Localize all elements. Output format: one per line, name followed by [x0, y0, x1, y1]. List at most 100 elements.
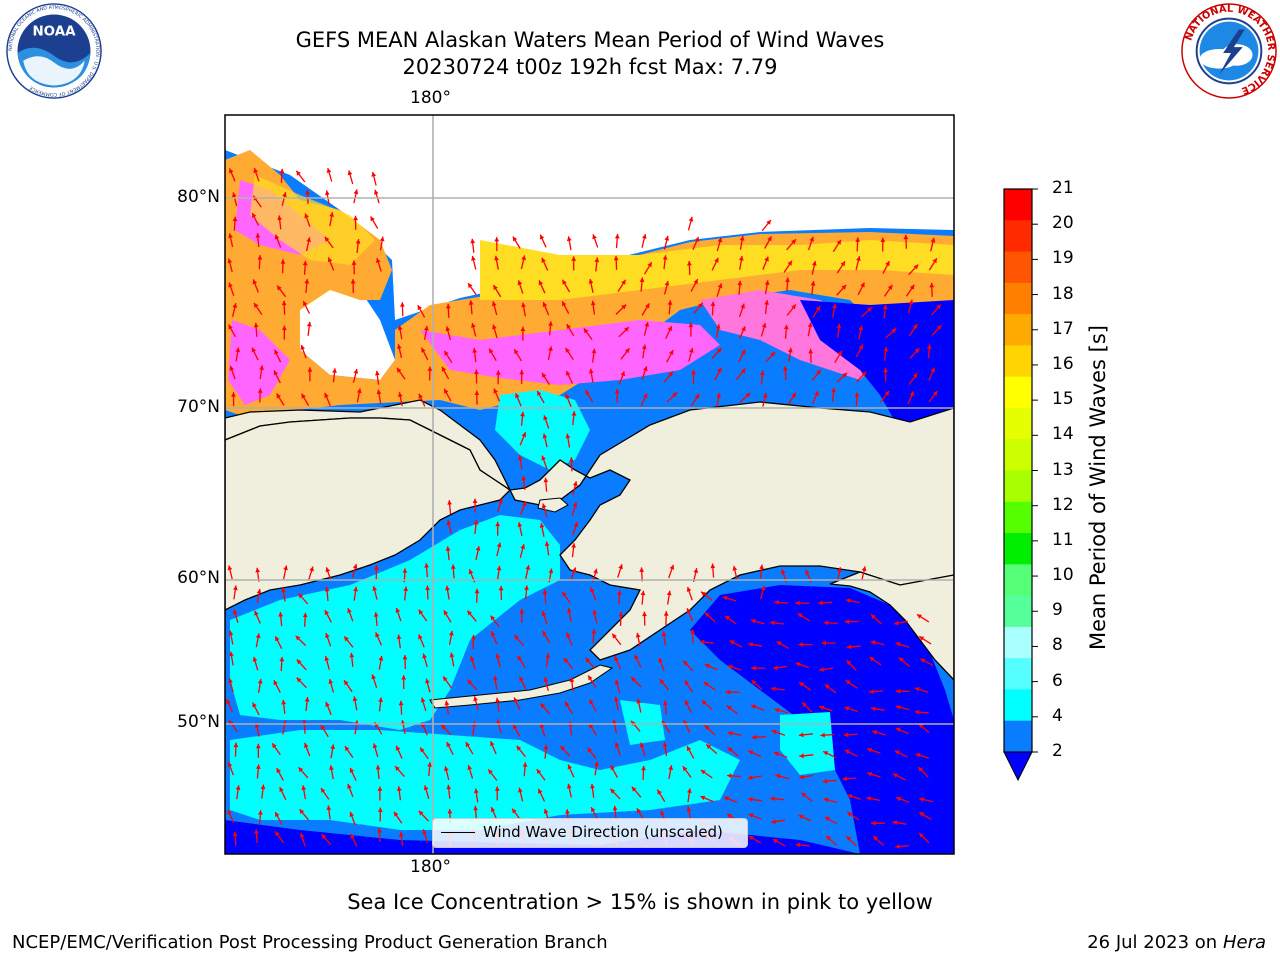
wind-wave-arrowhead: [919, 833, 924, 838]
wind-wave-arrowhead: [443, 610, 449, 616]
wind-wave-arrowhead: [687, 261, 692, 266]
wind-wave-arrowhead: [520, 411, 525, 417]
wind-wave-arrowhead: [919, 797, 924, 802]
wind-wave-arrowhead: [376, 389, 382, 395]
wind-wave-arrowhead: [854, 392, 860, 397]
wind-wave-arrowhead: [936, 304, 941, 310]
wind-wave-arrowhead: [799, 753, 804, 759]
wind-wave-arrowhead: [258, 810, 263, 815]
wind-wave-arrowhead: [661, 631, 667, 637]
wind-wave-arrowhead: [299, 832, 305, 838]
wind-wave-arrowhead: [614, 233, 620, 239]
island: [537, 497, 569, 513]
wind-wave-arrowhead: [741, 326, 746, 332]
wind-wave-arrowhead: [571, 567, 577, 573]
wind-wave-arrowhead: [669, 350, 674, 355]
wind-wave-arrowhead: [397, 344, 402, 349]
latitude-label-60: 60°N: [177, 568, 220, 588]
wind-wave-arrowhead: [914, 709, 920, 715]
wind-wave-arrowhead: [491, 301, 497, 307]
wind-wave-arrowhead: [379, 236, 385, 242]
wind-wave-arrowhead: [590, 300, 596, 306]
wind-wave-arrowhead: [352, 564, 358, 569]
wind-wave-arrowhead: [474, 390, 480, 395]
wind-wave-arrowhead: [495, 370, 501, 375]
wind-wave-arrowhead: [588, 368, 594, 374]
wind-wave-arrowhead: [470, 656, 475, 662]
wind-wave-arrowhead: [699, 639, 705, 645]
wind-wave-arrowhead: [375, 370, 380, 376]
wind-wave-arrowhead: [807, 322, 813, 328]
wind-wave-arrowhead: [545, 653, 551, 658]
wind-wave-arrowhead: [688, 216, 694, 222]
wind-wave-arrowhead: [445, 303, 451, 309]
wind-wave-arrowhead: [795, 662, 801, 667]
wind-wave-arrowhead: [822, 778, 828, 784]
wind-wave-arrowhead: [378, 655, 384, 661]
noaa-logo-text: NOAA: [32, 25, 76, 40]
wind-wave-arrowhead: [273, 680, 278, 686]
wind-wave-arrowhead: [913, 264, 919, 270]
wind-wave-arrowhead: [538, 280, 544, 286]
wind-wave-arrowhead: [347, 783, 352, 789]
wind-wave-arrowhead: [472, 498, 478, 503]
wind-wave-arrowhead: [642, 611, 647, 617]
wind-wave-arrowhead: [227, 810, 232, 815]
wind-wave-arrowhead: [826, 835, 831, 841]
wind-wave-arrowhead: [251, 347, 257, 353]
sea-ice-note: Sea Ice Concentration > 15% is shown in …: [347, 890, 933, 914]
wind-wave-arrowhead: [572, 481, 578, 487]
colorbar-tick-label: 14: [1052, 424, 1074, 445]
wind-wave-arrowhead: [770, 796, 775, 802]
wind-wave-arrowhead: [716, 348, 722, 353]
wind-wave-arrowhead: [842, 776, 847, 782]
wind-wave-arrowhead: [823, 751, 829, 756]
wind-wave-arrowhead: [791, 304, 796, 310]
wind-wave-arrowhead: [418, 634, 423, 640]
wind-wave-arrowhead: [325, 567, 331, 573]
wind-wave-arrowhead: [378, 697, 383, 702]
wind-wave-arrowhead: [869, 689, 874, 694]
chart-subtitle: 20230724 t00z 192h fcst Max: 7.79: [402, 55, 778, 79]
wind-wave-arrowhead: [621, 304, 627, 310]
wind-wave-arrowhead: [919, 812, 925, 817]
wind-wave-arrowhead: [816, 369, 821, 375]
national-weather-service-logo: NATIONAL WEATHER SERVICE: [1181, 3, 1277, 99]
colorbar-tick-label: 19: [1052, 248, 1074, 269]
wind-wave-arrowhead: [548, 321, 553, 326]
colorbar-segment: [1004, 720, 1032, 753]
wind-wave-arrowhead: [492, 324, 497, 330]
wind-wave-arrowhead: [914, 348, 920, 354]
wind-wave-arrowhead: [892, 820, 898, 825]
wind-wave-arrowhead: [427, 366, 433, 371]
wind-wave-arrowhead: [767, 236, 772, 242]
wind-wave-arrowhead: [776, 641, 782, 646]
wind-wave-arrowhead: [495, 697, 500, 703]
wind-wave-arrowhead: [643, 366, 648, 372]
wind-wave-arrowhead: [722, 595, 728, 601]
wind-wave-arrowhead: [422, 829, 427, 835]
wind-wave-arrowhead: [256, 589, 262, 594]
wind-wave-arrowhead: [493, 675, 498, 681]
wind-wave-arrowhead: [867, 307, 872, 312]
wind-wave-arrowhead: [235, 347, 241, 353]
wind-wave-arrowhead: [375, 632, 380, 638]
wind-wave-arrowhead: [543, 677, 549, 683]
colorbar-segment: [1004, 314, 1032, 346]
wind-wave-arrowhead: [351, 260, 357, 265]
wind-wave-arrowhead: [371, 674, 376, 680]
wind-wave-arrowhead: [799, 774, 804, 780]
wind-wave-arrowhead: [783, 324, 789, 330]
wind-wave-arrowhead: [823, 620, 829, 626]
wind-wave-arrowhead: [488, 769, 493, 775]
wind-wave-arrowhead: [624, 327, 629, 332]
wind-wave-arrowhead: [427, 762, 432, 767]
wind-wave-arrowhead: [567, 764, 572, 770]
wind-wave-arrowhead: [512, 236, 518, 242]
wind-wave-arrowhead: [446, 520, 452, 526]
wind-wave-arrowhead: [468, 300, 474, 305]
wind-wave-arrowhead: [787, 260, 792, 266]
wind-wave-arrowhead: [449, 630, 454, 636]
wind-wave-arrowhead: [614, 696, 619, 702]
wind-wave-arrowhead: [683, 660, 688, 666]
